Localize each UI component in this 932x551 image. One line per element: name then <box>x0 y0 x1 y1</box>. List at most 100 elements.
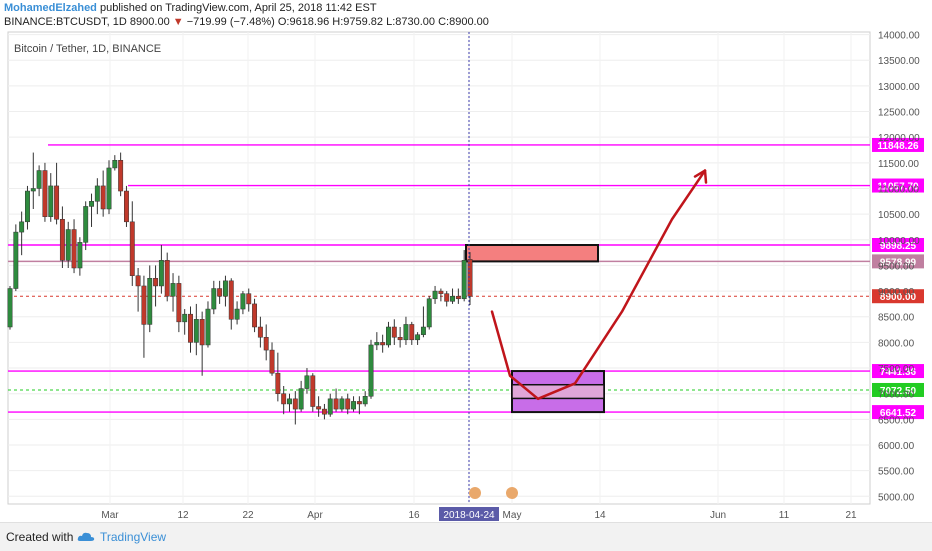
candle[interactable] <box>444 291 450 307</box>
candle[interactable] <box>269 342 275 376</box>
candle[interactable] <box>141 275 147 358</box>
candle-body <box>292 398 298 410</box>
candle[interactable] <box>83 201 89 251</box>
candle[interactable] <box>333 388 339 412</box>
candle[interactable] <box>321 403 327 420</box>
candle-body <box>257 326 263 338</box>
event-icon[interactable] <box>469 487 481 499</box>
candle[interactable] <box>374 332 380 351</box>
candle[interactable] <box>281 386 287 415</box>
candle[interactable] <box>211 280 217 315</box>
candle[interactable] <box>467 252 473 305</box>
candle[interactable] <box>409 321 415 345</box>
candle[interactable] <box>170 273 176 312</box>
candle[interactable] <box>386 321 391 348</box>
candle[interactable] <box>147 265 153 333</box>
candle[interactable] <box>25 185 30 230</box>
candle[interactable] <box>432 285 438 304</box>
candle[interactable] <box>368 339 374 399</box>
candle[interactable] <box>124 185 129 227</box>
candle[interactable] <box>228 278 234 330</box>
candle-body <box>54 185 60 220</box>
candle[interactable] <box>158 244 164 294</box>
candle[interactable] <box>164 252 170 302</box>
candle[interactable] <box>71 219 77 274</box>
candle[interactable] <box>292 391 298 425</box>
candle[interactable] <box>13 224 19 292</box>
candle-body <box>118 160 124 192</box>
candle[interactable] <box>438 288 444 302</box>
candle[interactable] <box>461 250 467 302</box>
candle[interactable] <box>193 303 199 356</box>
price-tick-label: 8500.00 <box>878 313 915 324</box>
candle-body <box>444 293 450 302</box>
candle[interactable] <box>217 280 223 304</box>
candle-body <box>48 185 54 217</box>
candle[interactable] <box>246 288 252 312</box>
time-tick-label: 22 <box>242 510 254 521</box>
candle[interactable] <box>30 152 36 209</box>
candle[interactable] <box>316 396 322 417</box>
candle[interactable] <box>362 391 368 407</box>
price-chart[interactable]: Bitcoin / Tether, 1D, BINANCE 11848.2611… <box>0 0 932 522</box>
candle[interactable] <box>234 301 240 325</box>
ohlc-values: O:9618.96 H:9759.82 L:8730.00 C:8900.00 <box>277 16 489 28</box>
candle[interactable] <box>450 288 455 304</box>
candle[interactable] <box>380 334 386 353</box>
candle[interactable] <box>54 162 60 225</box>
candle[interactable] <box>112 155 118 171</box>
resistance-box[interactable] <box>465 244 599 263</box>
candle[interactable] <box>240 291 246 315</box>
projection-arrow <box>490 169 708 401</box>
candle[interactable] <box>205 301 211 348</box>
candle[interactable] <box>275 352 281 402</box>
candle[interactable] <box>65 221 71 268</box>
candle[interactable] <box>455 288 461 304</box>
candle[interactable] <box>106 160 112 215</box>
candle[interactable] <box>118 152 124 197</box>
candle[interactable] <box>310 373 316 412</box>
candle[interactable] <box>36 165 42 197</box>
candle[interactable] <box>7 285 13 330</box>
candle[interactable] <box>89 193 94 227</box>
candle[interactable] <box>42 162 48 222</box>
candle[interactable] <box>356 396 362 415</box>
candle[interactable] <box>176 275 182 333</box>
tradingview-brand[interactable]: TradingView <box>100 530 167 544</box>
event-icons[interactable] <box>469 487 518 499</box>
candle[interactable] <box>327 393 333 417</box>
candle[interactable] <box>426 296 432 330</box>
candle[interactable] <box>48 173 54 222</box>
candle[interactable] <box>351 396 356 412</box>
candle[interactable] <box>263 324 269 361</box>
candle[interactable] <box>415 332 421 345</box>
candle[interactable] <box>77 237 83 276</box>
candle-body <box>222 280 228 297</box>
candle[interactable] <box>420 306 426 338</box>
candle[interactable] <box>397 327 403 348</box>
candle[interactable] <box>153 265 159 307</box>
time-axis: Mar 12 22 Apr 16 2018-04-24 May 14 Jun 11 21 <box>101 507 857 521</box>
candle[interactable] <box>135 268 141 312</box>
candle[interactable] <box>19 211 25 256</box>
candle[interactable] <box>59 206 65 268</box>
candle[interactable] <box>257 316 263 348</box>
event-icon[interactable] <box>506 487 518 499</box>
candle[interactable] <box>298 380 304 412</box>
candle[interactable] <box>199 311 205 376</box>
candle[interactable] <box>182 309 188 335</box>
candle[interactable] <box>222 275 228 307</box>
candle[interactable] <box>129 201 135 286</box>
candle[interactable] <box>391 319 397 345</box>
candle[interactable] <box>100 170 106 217</box>
candle[interactable] <box>287 393 292 412</box>
candle[interactable] <box>345 393 351 415</box>
candle[interactable] <box>339 396 345 412</box>
candle[interactable] <box>188 306 193 353</box>
candle-body <box>316 406 322 410</box>
candle[interactable] <box>304 368 310 394</box>
author-link[interactable]: MohamedElzahed <box>4 2 97 14</box>
candle[interactable] <box>403 316 409 345</box>
candle[interactable] <box>94 178 100 215</box>
candle[interactable] <box>252 298 258 333</box>
